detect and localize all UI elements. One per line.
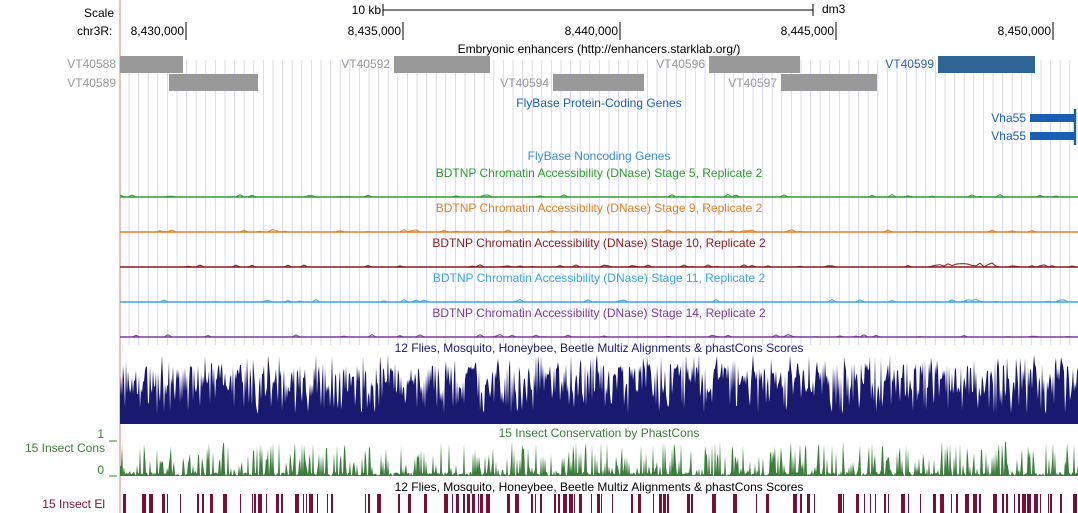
dnase-track-title: BDTNP Chromatin Accessibility (DNase) St… [433,271,766,285]
enhancer-feature[interactable] [781,74,877,91]
ruler-tick-label: 8,430,000 [131,24,185,38]
enhancer-feature[interactable] [169,74,258,91]
dnase-signal [119,193,1076,198]
ruler-tick-label: 8,450,000 [998,24,1052,38]
multiz2-track-title: 12 Flies, Mosquito, Honeybee, Beetle Mul… [395,480,804,494]
gene-label[interactable]: Vha55 [991,111,1026,125]
cons15-conservation-plot[interactable] [120,441,1078,476]
enhancer-feature[interactable] [938,56,1035,73]
dnase-signal [120,229,1076,233]
gene-label[interactable]: Vha55 [991,129,1026,143]
enhancer-label[interactable]: VT40597 [728,76,777,90]
gene-feature[interactable] [1030,114,1074,122]
cons15-axis-max: 1 [97,427,104,441]
multiz-track-title: 12 Flies, Mosquito, Honeybee, Beetle Mul… [395,341,804,355]
assembly-label: dm3 [822,2,846,16]
dnase-track-title: BDTNP Chromatin Accessibility (DNase) St… [436,201,763,215]
enhancer-label[interactable]: VT40599 [885,57,934,71]
flybase-coding-title: FlyBase Protein-Coding Genes [516,96,681,110]
ruler-tick-label: 8,445,000 [781,24,835,38]
gene-feature[interactable] [1030,132,1074,140]
enhancer-feature[interactable] [709,56,800,73]
ruler-tick-label: 8,435,000 [348,24,402,38]
dnase-signal [120,298,1076,303]
el15-conserved-elements[interactable] [123,494,1077,513]
enhancer-label[interactable]: VT40594 [500,76,549,90]
ruler-tick-label: 8,440,000 [565,24,619,38]
enhancer-feature[interactable] [120,56,183,73]
enhancer-label[interactable]: VT40589 [67,76,116,90]
cons15-side-label[interactable]: 15 Insect Cons [25,441,105,455]
chrom-label: chr3R: [77,24,112,38]
enhancer-label[interactable]: VT40588 [67,57,116,71]
enhancer-label[interactable]: VT40592 [341,57,390,71]
enhancer-feature[interactable] [553,74,644,91]
cons15-axis-min: 0 [97,463,104,477]
enhancers-track-title: Embryonic enhancers (http://enhancers.st… [458,42,741,56]
scale-label: Scale [84,6,114,20]
enhancer-feature[interactable] [394,56,490,73]
dnase-signal [120,333,1076,338]
dnase-track-title: BDTNP Chromatin Accessibility (DNase) St… [432,306,766,320]
flybase-noncoding-title: FlyBase Noncoding Genes [528,149,671,163]
scale-bar-label: 10 kb [352,3,382,17]
dnase-track-title: BDTNP Chromatin Accessibility (DNase) St… [432,236,766,250]
multiz-conservation-plot[interactable] [120,354,1078,424]
el15-side-label[interactable]: 15 Insect El [42,497,105,511]
cons15-track-title: 15 Insect Conservation by PhastCons [499,426,700,440]
dnase-track-title: BDTNP Chromatin Accessibility (DNase) St… [436,166,763,180]
dnase-signal [120,262,1077,268]
enhancer-label[interactable]: VT40596 [656,57,705,71]
